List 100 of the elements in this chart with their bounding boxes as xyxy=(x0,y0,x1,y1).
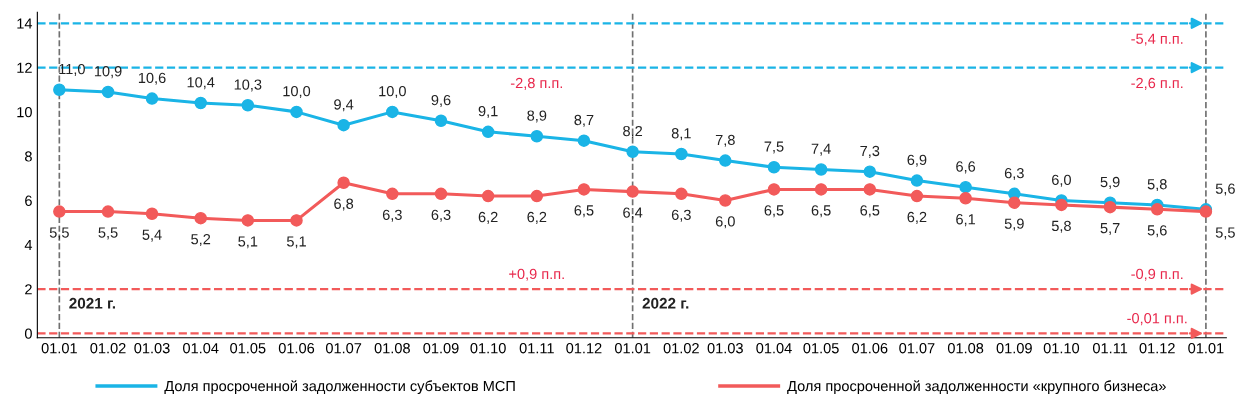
legend-label: Доля просроченной задолженности «крупного бизнеса» xyxy=(787,380,1166,395)
annotation: 2022 г. xyxy=(642,297,689,309)
data-label: 5,5 xyxy=(98,227,118,240)
data-label: 8,7 xyxy=(574,114,594,127)
point xyxy=(241,98,255,112)
data-label: 6,6 xyxy=(956,161,976,174)
data-label: 8,1 xyxy=(671,128,691,141)
data-label: 5,8 xyxy=(1051,220,1071,233)
point xyxy=(101,85,115,99)
x-tick-label: 01.08 xyxy=(947,343,984,354)
x-tick-label: 01.04 xyxy=(756,343,792,354)
data-label: 5,6 xyxy=(1147,225,1167,238)
x-tick-label: 01.10 xyxy=(470,343,506,354)
legend-label: Доля просроченной задолженности субъектов МСП xyxy=(164,380,515,395)
data-label: 7,3 xyxy=(860,145,880,158)
point xyxy=(577,134,591,147)
point xyxy=(241,214,255,227)
point xyxy=(814,183,828,196)
data-label: 6,4 xyxy=(623,207,643,220)
data-label: 6,2 xyxy=(527,211,547,224)
point xyxy=(434,114,448,127)
data-label: 5,4 xyxy=(142,229,162,242)
data-label: 6,3 xyxy=(1004,167,1024,181)
data-label: 7,5 xyxy=(764,141,784,154)
data-label: 6,3 xyxy=(382,209,402,222)
y-tick-label: 12 xyxy=(17,62,32,73)
point xyxy=(290,214,303,227)
point xyxy=(530,129,544,143)
x-tick-label: 01.05 xyxy=(803,343,839,354)
point xyxy=(53,205,66,218)
data-label: 5,6 xyxy=(1215,183,1235,196)
data-label: 10,6 xyxy=(138,72,166,85)
data-label: 5,9 xyxy=(1004,218,1024,231)
point xyxy=(626,185,639,198)
x-tick-label: 01.07 xyxy=(325,343,362,354)
x-tick-label: 01.10 xyxy=(1043,343,1080,354)
point xyxy=(337,176,350,190)
point xyxy=(675,187,688,201)
point xyxy=(863,183,877,196)
x-tick-label: 01.01 xyxy=(614,343,651,354)
x-tick-label: 01.12 xyxy=(566,343,602,354)
x-tick-label: 01.04 xyxy=(183,343,219,354)
data-label: 9,6 xyxy=(431,94,451,107)
x-tick-label: 01.01 xyxy=(41,343,77,354)
point xyxy=(434,187,448,201)
point xyxy=(910,174,924,187)
data-label: 5,1 xyxy=(238,236,258,249)
data-label: 5,5 xyxy=(49,227,69,240)
y-tick-label: 4 xyxy=(24,240,33,251)
point xyxy=(910,189,924,203)
point xyxy=(1103,200,1117,214)
data-label: 5,8 xyxy=(1147,179,1167,192)
point xyxy=(767,161,781,174)
x-tick-label: 01.02 xyxy=(663,343,699,354)
data-label: 10,3 xyxy=(234,79,262,92)
point xyxy=(767,183,781,196)
point xyxy=(719,194,732,207)
y-tick-label: 0 xyxy=(24,328,32,339)
point xyxy=(101,205,115,218)
point xyxy=(959,180,972,194)
x-tick-label: 01.01 xyxy=(1188,343,1224,354)
data-label: 5,2 xyxy=(191,234,211,247)
data-label: 5,7 xyxy=(1100,223,1120,235)
x-tick-label: 01.06 xyxy=(852,343,888,354)
annotation: 2021 г. xyxy=(69,297,116,309)
data-label: 5,9 xyxy=(1100,176,1120,189)
point xyxy=(337,118,350,132)
point xyxy=(863,165,877,178)
y-tick-label: 10 xyxy=(17,106,32,118)
data-label: 6,5 xyxy=(811,205,831,218)
x-tick-label: 01.02 xyxy=(90,343,126,354)
data-label: 6,2 xyxy=(907,211,927,224)
point xyxy=(481,189,495,203)
data-label: 6,0 xyxy=(1052,174,1071,187)
data-label: 6,5 xyxy=(764,205,784,218)
annotation: -0,9 п.п. xyxy=(1131,268,1183,281)
data-label: 6,9 xyxy=(907,154,927,167)
x-tick-label: 01.08 xyxy=(374,343,410,354)
point xyxy=(959,192,972,205)
data-label: 8,2 xyxy=(623,125,643,138)
x-tick-label: 01.09 xyxy=(423,343,459,354)
data-label: 6,8 xyxy=(334,198,354,211)
point xyxy=(53,83,66,96)
data-label: 6,5 xyxy=(860,205,880,218)
data-label: 6,1 xyxy=(956,214,976,227)
data-label: 10,4 xyxy=(187,77,215,90)
annotation: -2,8 п.п. xyxy=(510,77,563,90)
point xyxy=(145,207,159,221)
annotation: -0,01 п.п. xyxy=(1127,313,1187,326)
point xyxy=(386,105,399,119)
point xyxy=(577,183,591,196)
data-label: 7,4 xyxy=(811,143,831,156)
point xyxy=(386,187,399,201)
data-label: 10,9 xyxy=(94,66,122,79)
x-tick-label: 01.03 xyxy=(134,343,170,354)
data-label: 7,8 xyxy=(715,134,735,147)
x-tick-label: 01.05 xyxy=(230,343,266,354)
point xyxy=(481,125,495,139)
annotation: +0,9 п.п. xyxy=(509,268,564,281)
point xyxy=(290,105,303,119)
